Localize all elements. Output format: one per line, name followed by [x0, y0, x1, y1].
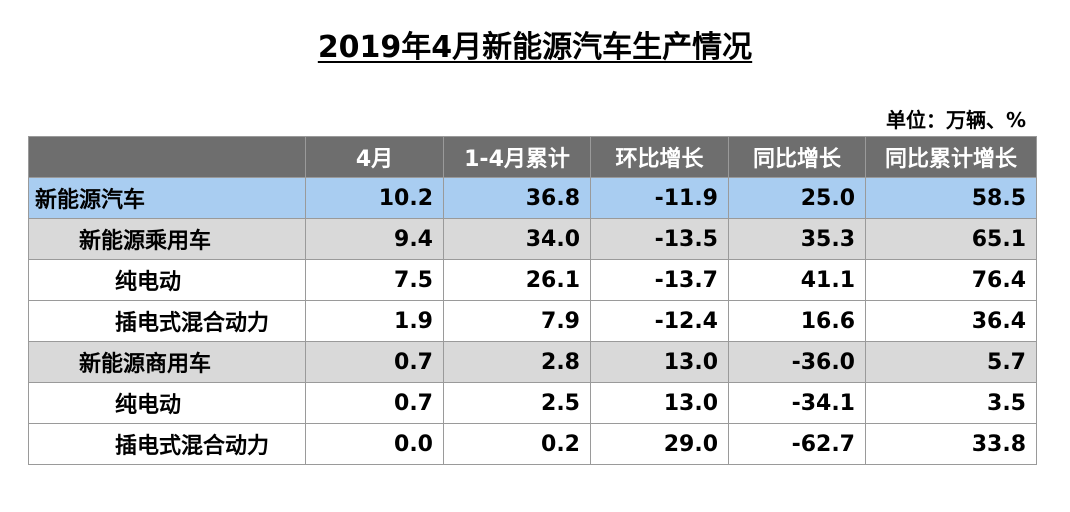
table-cell: 65.1 [865, 218, 1037, 260]
table-cell: -11.9 [590, 177, 729, 219]
table-row: 新能源汽车 10.2 36.8 -11.9 25.0 58.5 [28, 177, 1037, 219]
table-cell: 16.6 [728, 300, 866, 342]
table-cell: 13.0 [590, 382, 729, 424]
table-cell: 13.0 [590, 341, 729, 383]
table-cell: 0.7 [305, 382, 444, 424]
table-cell: 35.3 [728, 218, 866, 260]
column-header: 同比增长 [728, 136, 866, 178]
table-cell: 36.4 [865, 300, 1037, 342]
table-row: 新能源商用车 0.7 2.8 13.0 -36.0 5.7 [28, 341, 1037, 383]
table-cell: -34.1 [728, 382, 866, 424]
column-header: 同比累计增长 [865, 136, 1037, 178]
table-row: 纯电动 0.7 2.5 13.0 -34.1 3.5 [28, 382, 1037, 424]
column-header [28, 136, 306, 178]
table-cell: -13.7 [590, 259, 729, 301]
row-label: 纯电动 [28, 382, 306, 424]
table-cell: 7.9 [443, 300, 591, 342]
table-cell: 2.8 [443, 341, 591, 383]
unit-note: 单位：万辆、% [885, 108, 1026, 132]
table-cell: 0.7 [305, 341, 444, 383]
table-cell: 36.8 [443, 177, 591, 219]
table-row: 插电式混合动力 1.9 7.9 -12.4 16.6 36.4 [28, 300, 1037, 342]
table-cell: 1.9 [305, 300, 444, 342]
table-cell: 9.4 [305, 218, 444, 260]
row-label: 纯电动 [28, 259, 306, 301]
table-cell: 25.0 [728, 177, 866, 219]
row-label: 新能源乘用车 [28, 218, 306, 260]
production-table: 4月 1-4月累计 环比增长 同比增长 同比累计增长 新能源汽车 10.2 36.8… [28, 136, 1037, 465]
page-title: 2019年4月新能源汽车生产情况 [0, 22, 1070, 66]
table-cell: -62.7 [728, 423, 866, 465]
table-cell: 0.2 [443, 423, 591, 465]
table-cell: 5.7 [865, 341, 1037, 383]
table-row: 插电式混合动力 0.0 0.2 29.0 -62.7 33.8 [28, 423, 1037, 465]
table-cell: 41.1 [728, 259, 866, 301]
column-header: 1-4月累计 [443, 136, 591, 178]
row-label: 新能源汽车 [28, 177, 306, 219]
table-cell: 26.1 [443, 259, 591, 301]
table-row: 纯电动 7.5 26.1 -13.7 41.1 76.4 [28, 259, 1037, 301]
table-cell: 10.2 [305, 177, 444, 219]
table-cell: 76.4 [865, 259, 1037, 301]
table-cell: 3.5 [865, 382, 1037, 424]
table-cell: 33.8 [865, 423, 1037, 465]
column-header: 环比增长 [590, 136, 729, 178]
table-cell: 34.0 [443, 218, 591, 260]
table-cell: 58.5 [865, 177, 1037, 219]
table-body: 新能源汽车 10.2 36.8 -11.9 25.0 58.5 新能源乘用车 9.4 34.0-… [28, 177, 1037, 465]
table-cell: 7.5 [305, 259, 444, 301]
row-label: 插电式混合动力 [28, 300, 306, 342]
table-cell: 0.0 [305, 423, 444, 465]
header-row: 4月 1-4月累计 环比增长 同比增长 同比累计增长 [28, 136, 1037, 178]
table-header: 4月 1-4月累计 环比增长 同比增长 同比累计增长 [28, 136, 1037, 178]
row-label: 新能源商用车 [28, 341, 306, 383]
page-title-text: 2019年4月新能源汽车生产情况 [317, 30, 753, 65]
table-cell: 29.0 [590, 423, 729, 465]
table-row: 新能源乘用车 9.4 34.0 -13.5 35.3 65.1 [28, 218, 1037, 260]
table-cell: -36.0 [728, 341, 866, 383]
table-cell: -12.4 [590, 300, 729, 342]
row-label: 插电式混合动力 [28, 423, 306, 465]
table-cell: -13.5 [590, 218, 729, 260]
table-cell: 2.5 [443, 382, 591, 424]
column-header: 4月 [305, 136, 444, 178]
